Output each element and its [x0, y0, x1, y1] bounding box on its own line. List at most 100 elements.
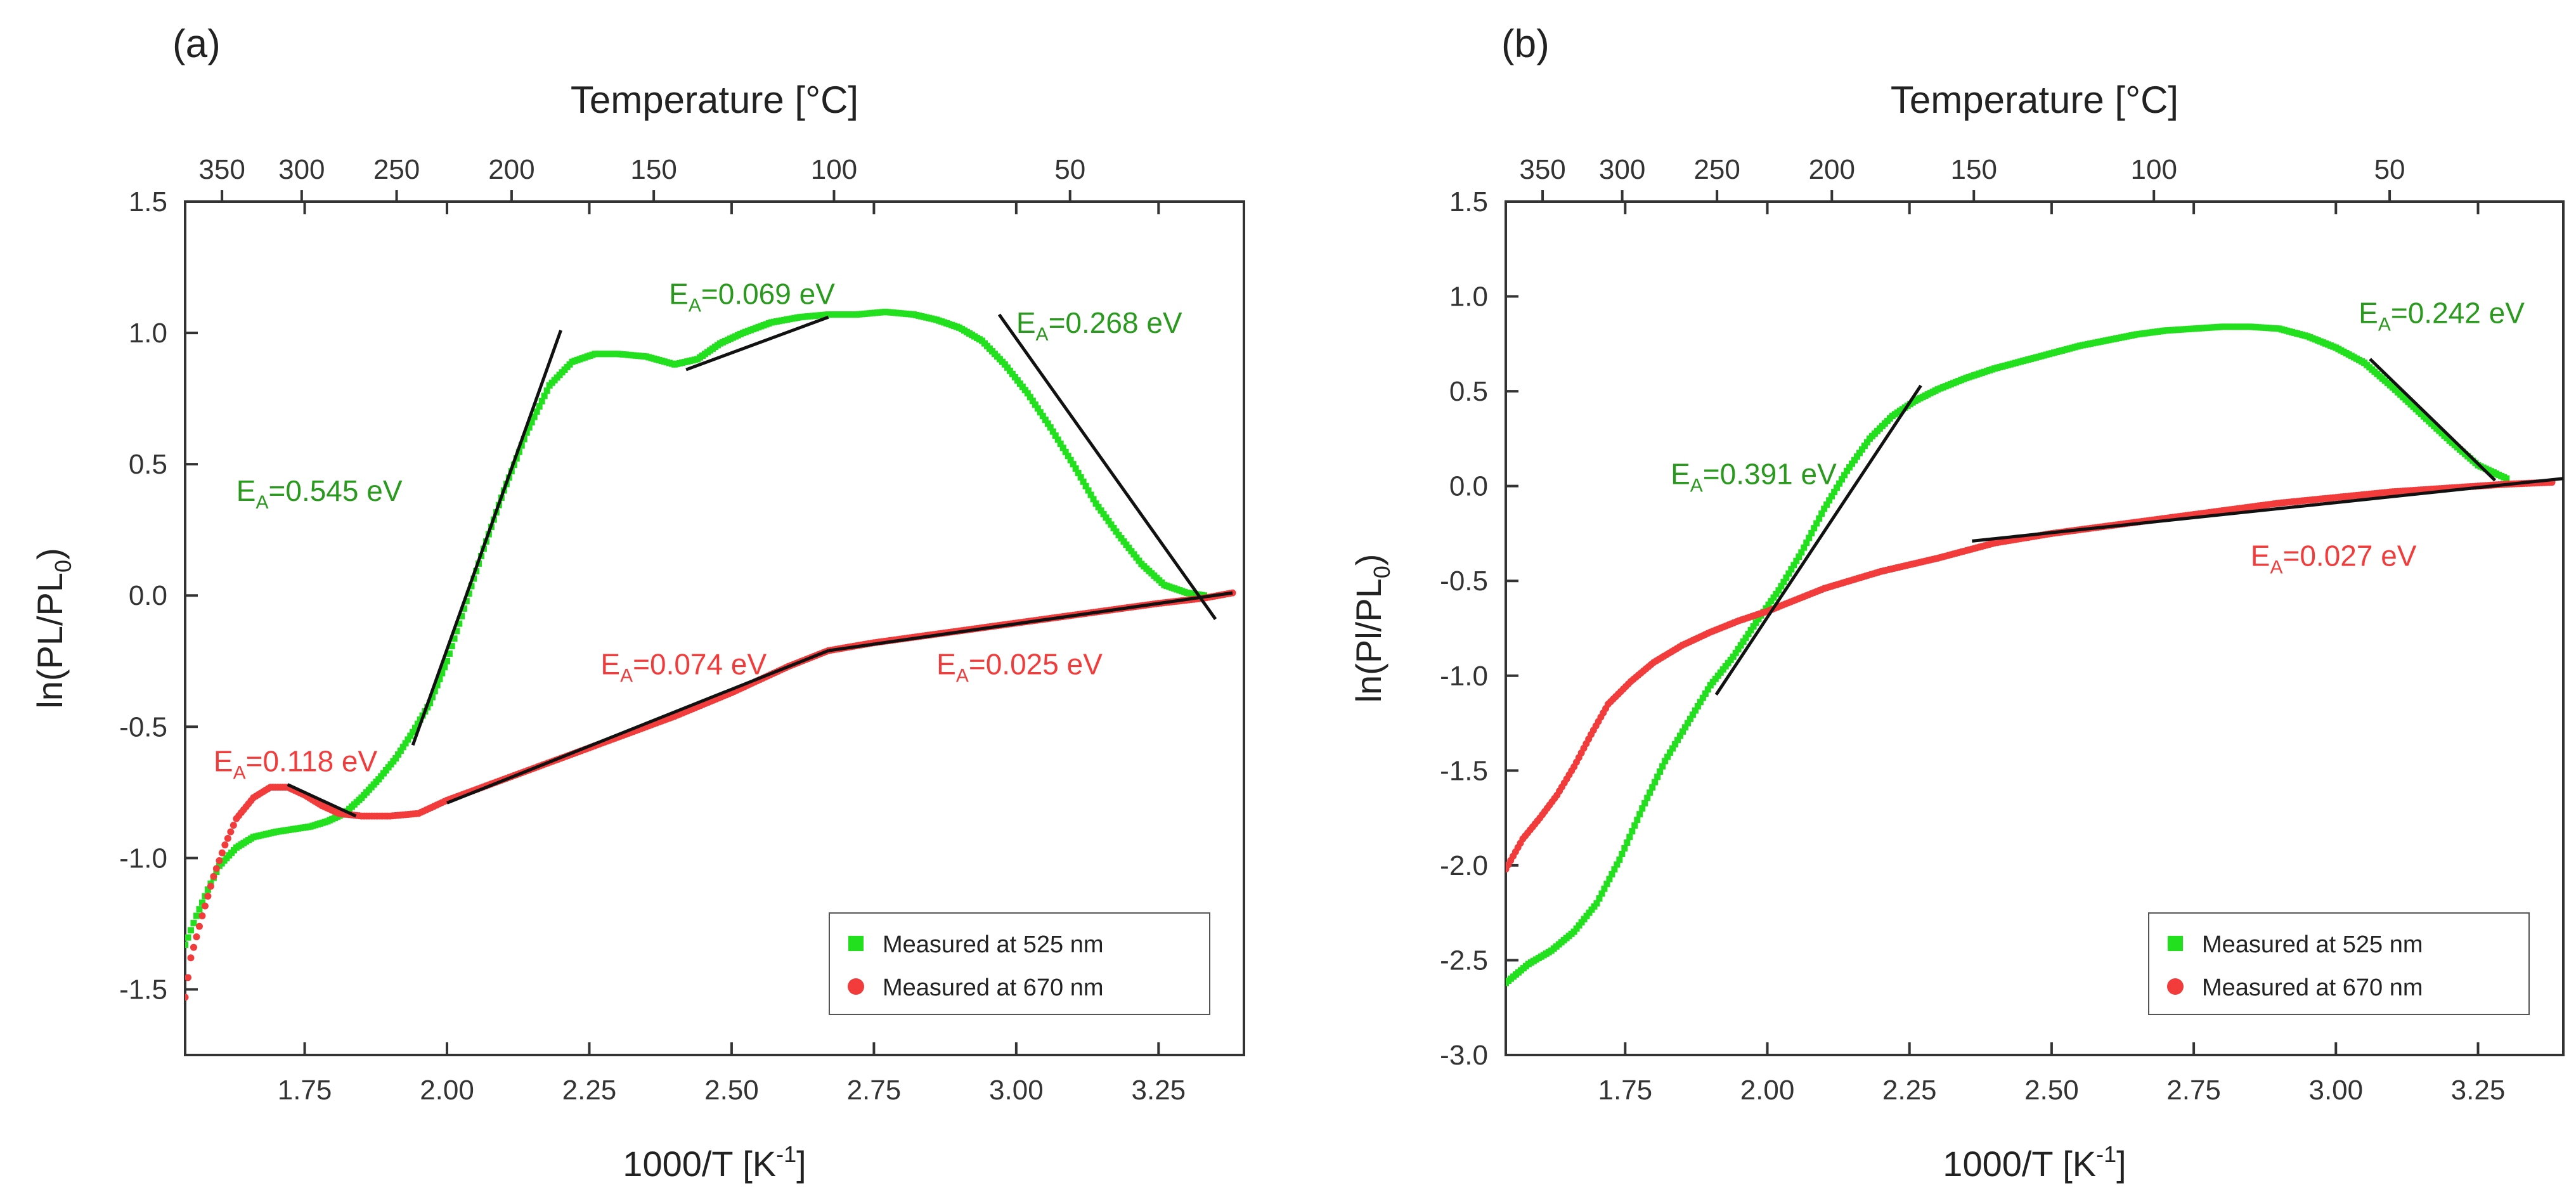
data-point — [1735, 645, 1742, 652]
data-point — [1606, 876, 1613, 883]
x-axis-title: 1000/T [K-1] — [623, 1141, 806, 1184]
x-tick-label: 1.75 — [1598, 1075, 1653, 1106]
data-point — [397, 748, 404, 754]
data-point — [1773, 590, 1780, 597]
fit-line — [1714, 384, 1922, 696]
data-point — [1659, 763, 1666, 770]
legend-box — [829, 912, 1210, 1015]
data-point — [441, 664, 448, 671]
data-point — [1831, 488, 1838, 495]
data-point — [1626, 834, 1633, 841]
data-point — [1014, 377, 1021, 384]
data-point — [1790, 562, 1797, 569]
data-point — [1699, 694, 1706, 701]
top-tick-label: 250 — [373, 154, 420, 185]
data-point — [538, 398, 545, 405]
data-point — [196, 906, 203, 913]
activation-energy-label: EA=0.025 eV — [936, 647, 1103, 686]
data-point — [1125, 545, 1132, 552]
data-point — [1049, 428, 1056, 435]
data-point — [1839, 476, 1846, 483]
data-point — [1750, 623, 1757, 630]
fit-line — [997, 313, 1217, 620]
ea-subscript: A — [233, 763, 246, 784]
data-point — [407, 732, 414, 739]
data-point — [1082, 482, 1089, 489]
top-tick-label: 100 — [2131, 154, 2177, 185]
y-tick-label: -2.0 — [1440, 850, 1488, 881]
data-point — [1861, 443, 1868, 450]
y-axis-title: ln(Pl/PL0) — [1349, 554, 1395, 703]
data-point — [1593, 900, 1600, 907]
ea-subscript: A — [956, 665, 969, 686]
top-tick-label: 150 — [630, 154, 676, 185]
x-tick-label: 2.75 — [2166, 1075, 2221, 1106]
panel-label: (a) — [172, 22, 221, 66]
data-point — [1689, 711, 1696, 718]
data-point — [405, 736, 411, 743]
data-point — [1123, 541, 1130, 548]
data-point — [198, 912, 206, 919]
data-point — [1629, 828, 1636, 835]
y-tick-label: 0.5 — [1449, 376, 1488, 407]
data-point — [528, 418, 535, 425]
data-point — [1679, 728, 1686, 735]
data-point — [1798, 549, 1805, 556]
y-axis-title-main: ln(Pl/PL — [1349, 578, 1388, 702]
panel-b: (b) Temperature [°C] 1.75 2.00 2.25 2.50 2.75 3… — [1349, 22, 2565, 1184]
legend-marker-square — [2168, 936, 2183, 951]
top-tick-label: 250 — [1693, 154, 1740, 185]
legend-marker-circle — [2167, 978, 2184, 995]
ea-prefix: E — [669, 278, 689, 311]
data-point — [1011, 374, 1018, 381]
data-point — [1778, 583, 1785, 590]
top-tick-label: 100 — [811, 154, 857, 185]
data-point — [1044, 420, 1051, 427]
data-point — [1034, 405, 1041, 412]
plot-frame — [1505, 200, 2565, 1056]
y-axis-title-sub: 0 — [50, 560, 76, 573]
data-point — [210, 872, 217, 880]
x-tick-label: 3.00 — [989, 1075, 1044, 1106]
data-point — [417, 716, 424, 723]
data-point — [185, 942, 188, 948]
data-point — [1697, 699, 1704, 706]
data-point — [1846, 464, 1853, 471]
data-point — [518, 442, 525, 449]
legend-marker-circle — [848, 978, 864, 995]
top-tick-label: 50 — [1054, 154, 1085, 185]
data-point — [1631, 822, 1638, 829]
top-tick-label: 300 — [1599, 154, 1645, 185]
data-point — [1006, 367, 1013, 374]
activation-energy-label: EA=0.074 eV — [600, 647, 767, 686]
ea-prefix: E — [936, 647, 956, 680]
data-point — [230, 822, 237, 829]
data-point — [414, 720, 421, 727]
data-point — [392, 755, 399, 762]
y-tick-label: 0.0 — [1449, 471, 1488, 502]
data-point — [1664, 753, 1671, 760]
data-point — [1118, 535, 1125, 542]
data-point — [1603, 881, 1610, 888]
data-point — [224, 834, 231, 842]
ea-prefix: E — [1671, 458, 1690, 491]
data-point — [1808, 529, 1815, 536]
activation-energy-label: EA=0.242 eV — [2359, 296, 2525, 335]
data-point — [1844, 467, 1851, 474]
data-point — [1095, 503, 1102, 510]
y-tick-label: -3.0 — [1440, 1040, 1488, 1071]
fit-line — [828, 591, 1233, 652]
y-tick-label: 1.0 — [129, 318, 167, 349]
y-tick-label: 1.0 — [1449, 282, 1488, 313]
data-point — [429, 694, 436, 701]
y-axis-title: ln(PL/PL0) — [30, 548, 76, 708]
data-point — [1092, 500, 1099, 507]
top-axis-title: Temperature [°C] — [1891, 79, 2178, 121]
data-point — [1681, 724, 1688, 731]
data-point — [1775, 587, 1782, 594]
data-point — [185, 994, 189, 1001]
ea-prefix: E — [600, 647, 620, 680]
data-point — [187, 954, 195, 962]
data-point — [1619, 850, 1626, 857]
x-tick-label: 2.25 — [562, 1075, 617, 1106]
